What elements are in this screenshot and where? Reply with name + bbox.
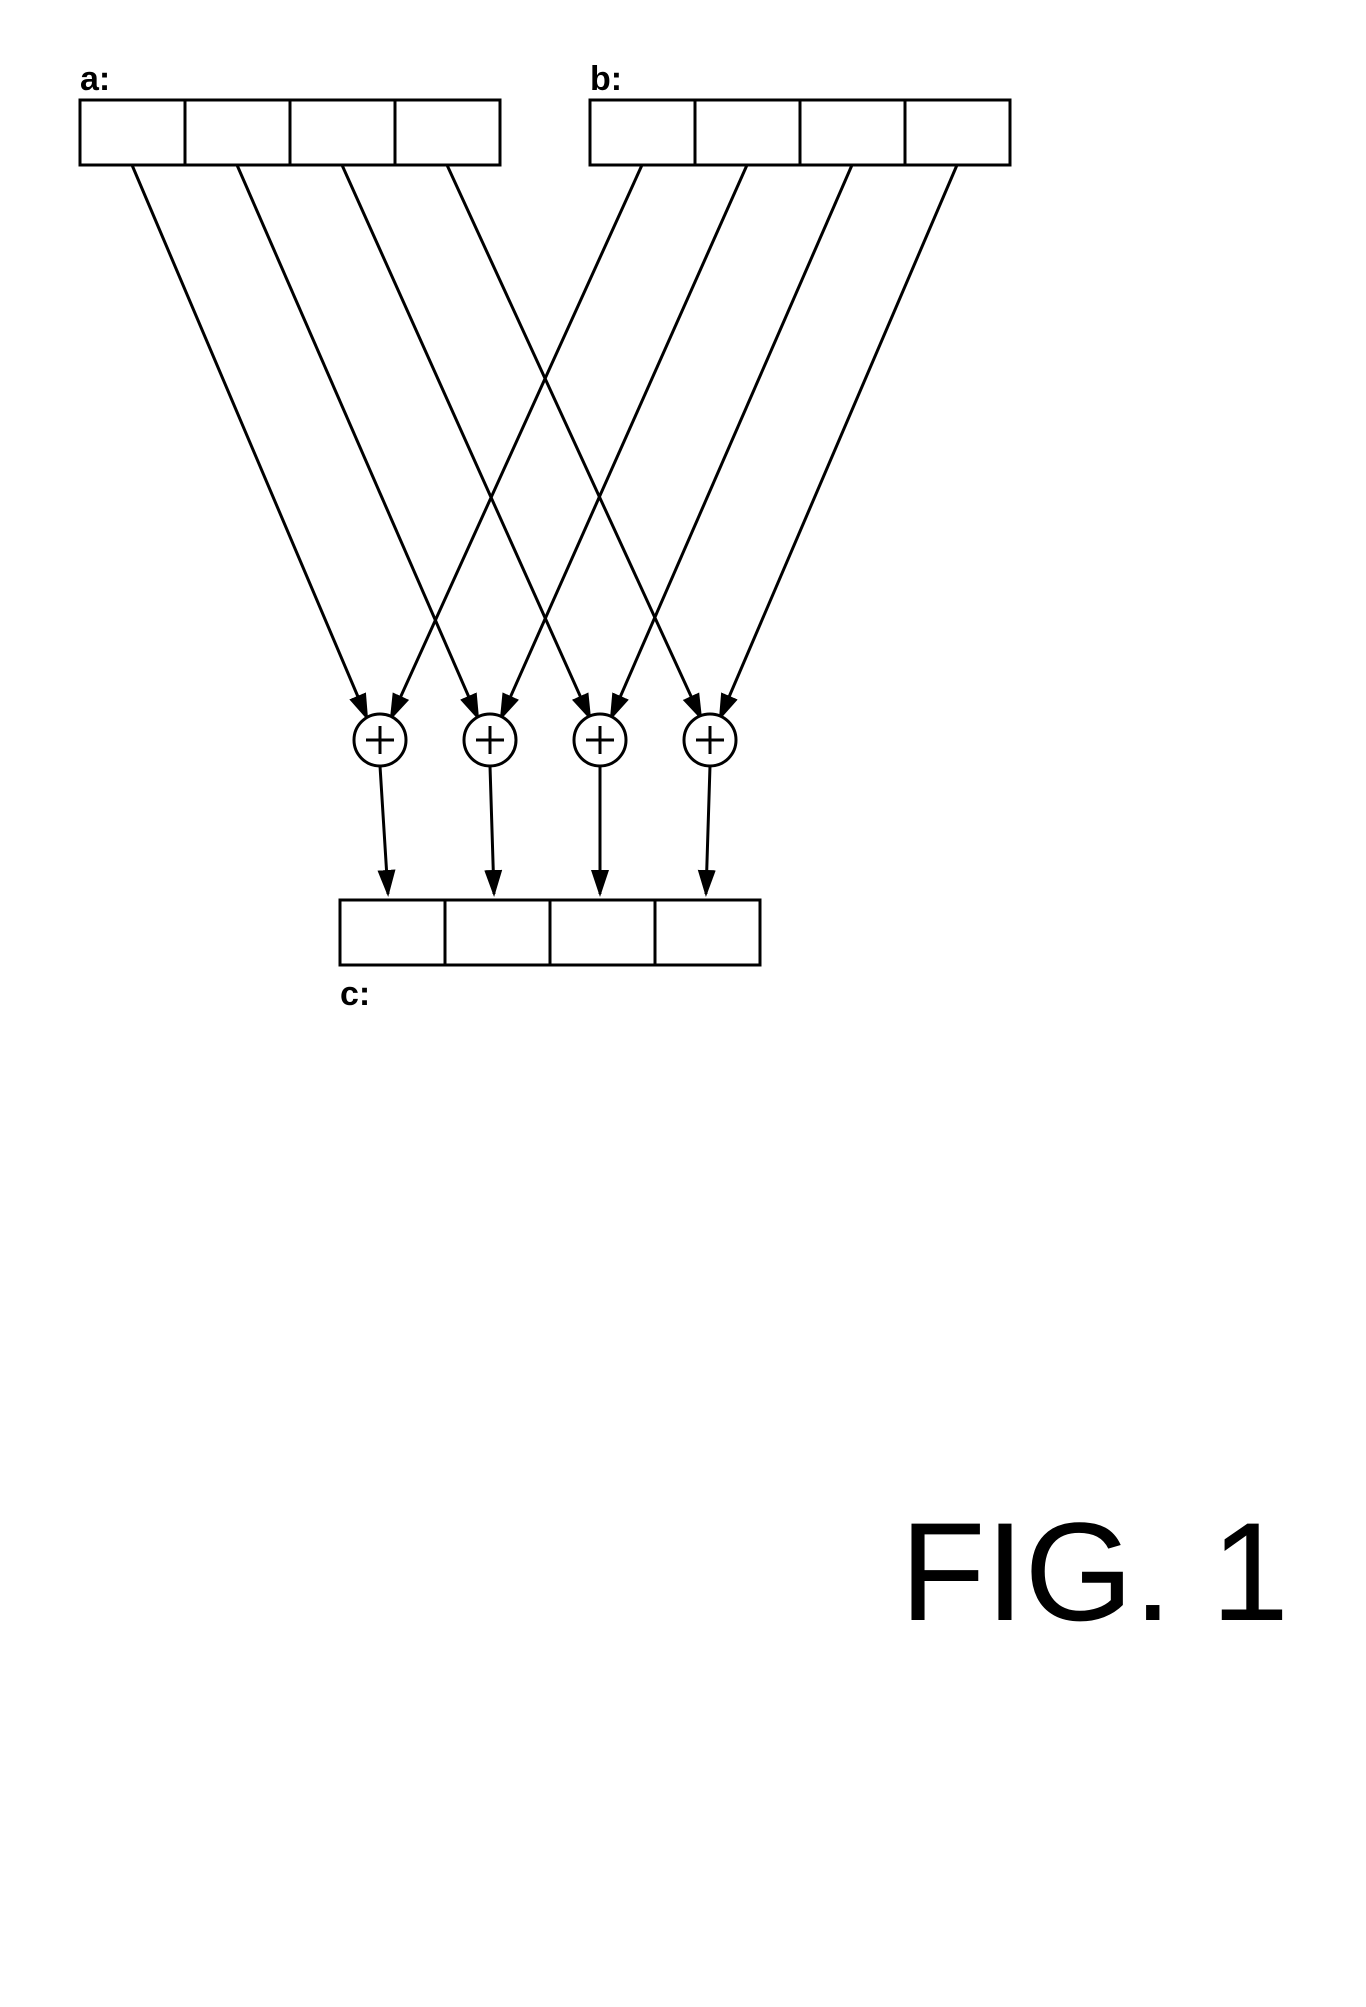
plus-node <box>574 714 626 766</box>
cell <box>395 100 500 165</box>
edge <box>706 766 710 894</box>
edge <box>447 165 701 718</box>
edges-b-to-op <box>391 165 957 718</box>
edge <box>237 165 478 718</box>
cell <box>80 100 185 165</box>
edges-op-to-c <box>380 766 710 894</box>
edges-a-to-op <box>132 165 701 718</box>
plus-node <box>464 714 516 766</box>
edge <box>132 165 367 718</box>
cell <box>550 900 655 965</box>
cell <box>590 100 695 165</box>
vector-b-label: b: <box>590 60 622 98</box>
edge <box>391 165 642 718</box>
op-nodes <box>354 714 736 766</box>
vector-c-label: c: <box>340 975 370 1013</box>
edge <box>342 165 590 718</box>
edge <box>720 165 957 718</box>
cell <box>655 900 760 965</box>
cell <box>445 900 550 965</box>
vector-c <box>340 900 760 965</box>
diagram-canvas: a: b: <box>0 0 1366 2007</box>
edge <box>490 766 494 894</box>
edge <box>501 165 747 718</box>
vector-a <box>80 100 500 165</box>
cell <box>340 900 445 965</box>
cell <box>800 100 905 165</box>
cell <box>290 100 395 165</box>
cell <box>695 100 800 165</box>
cell <box>905 100 1010 165</box>
figure-label: FIG. 1 <box>900 1493 1289 1650</box>
edge <box>611 165 852 718</box>
vector-b <box>590 100 1010 165</box>
edge <box>380 766 388 894</box>
cell <box>185 100 290 165</box>
plus-node <box>354 714 406 766</box>
plus-node <box>684 714 736 766</box>
vector-a-label: a: <box>80 60 110 98</box>
